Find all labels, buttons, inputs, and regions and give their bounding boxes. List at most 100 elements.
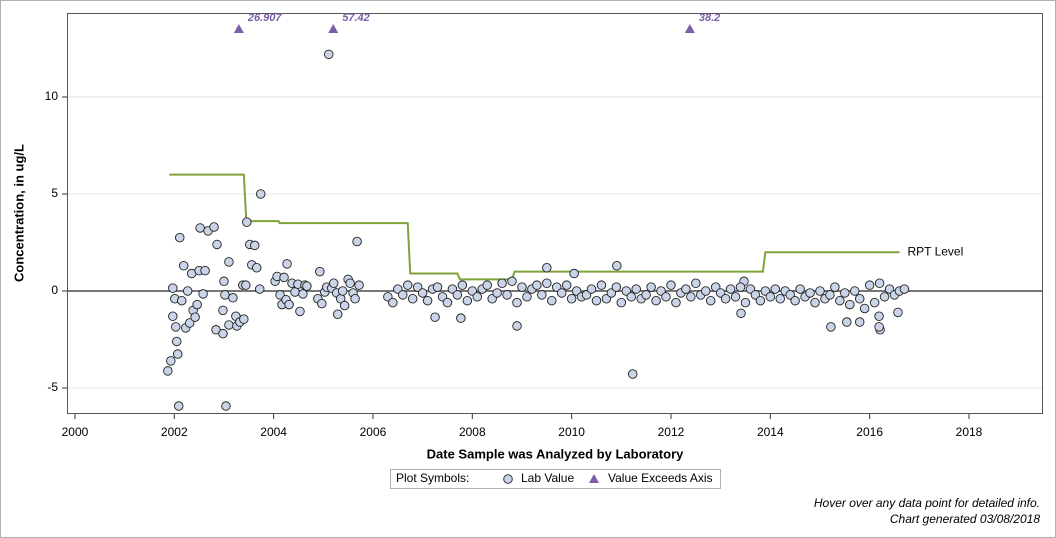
data-point: [352, 236, 362, 247]
data-point: [835, 295, 845, 306]
data-point: [192, 299, 202, 310]
data-point: [224, 257, 234, 267]
data-point: [482, 280, 492, 290]
data-point: [805, 288, 815, 298]
data-point: [646, 282, 656, 292]
data-point: [255, 189, 266, 199]
data-point: [542, 278, 552, 288]
data-point: [666, 280, 676, 290]
exceed-marker: [684, 24, 695, 33]
data-point: [569, 268, 579, 279]
data-point: [402, 280, 413, 290]
data-point: [178, 261, 189, 271]
data-point: [354, 280, 364, 290]
data-point: [770, 284, 781, 294]
data-point: [735, 282, 746, 292]
data-point: [324, 49, 334, 60]
data-point: [174, 232, 185, 243]
data-point: [176, 295, 187, 306]
x-tick-label: 2002: [161, 425, 188, 439]
data-point: [859, 303, 870, 314]
data-point: [874, 311, 884, 321]
data-point: [561, 280, 572, 290]
data-point: [661, 292, 671, 302]
data-point: [671, 297, 681, 308]
data-point: [242, 217, 252, 227]
data-point: [681, 284, 691, 294]
data-point: [736, 308, 746, 319]
data-point: [317, 298, 327, 309]
data-point: [241, 280, 251, 290]
data-point: [517, 282, 527, 292]
data-point: [190, 312, 200, 322]
data-point: [200, 265, 210, 276]
data-point: [765, 292, 776, 302]
data-point: [220, 290, 230, 300]
exceed-marker: [328, 24, 339, 33]
data-point: [616, 297, 627, 308]
data-point: [173, 349, 183, 359]
data-point: [417, 288, 428, 298]
data-point: [295, 306, 305, 317]
data-point: [163, 366, 173, 376]
data-point: [497, 278, 507, 288]
data-point: [641, 290, 651, 300]
data-point: [462, 295, 473, 306]
data-point: [725, 284, 736, 294]
data-point: [815, 286, 825, 296]
data-point: [168, 311, 178, 321]
data-point: [332, 309, 343, 320]
data-point: [219, 276, 229, 287]
data-point: [302, 281, 312, 291]
data-point: [512, 297, 522, 308]
data-point: [586, 284, 597, 294]
data-point: [879, 292, 890, 302]
data-point: [239, 314, 249, 324]
data-point: [182, 286, 193, 296]
data-point: [512, 321, 522, 331]
data-point: [507, 276, 517, 287]
data-point: [686, 292, 696, 302]
data-point: [350, 294, 360, 304]
data-point: [537, 290, 547, 300]
data-point: [422, 295, 433, 306]
exceed-label: 38.2: [699, 12, 720, 24]
data-point: [339, 300, 350, 311]
data-point: [611, 282, 622, 292]
x-tick-label: 2006: [360, 425, 387, 439]
data-point: [457, 280, 468, 290]
data-point: [730, 292, 741, 302]
data-point: [596, 280, 607, 290]
data-point: [542, 262, 552, 273]
legend-box: [390, 469, 721, 489]
data-point: [874, 322, 884, 332]
legend-label: Value Exceeds Axis: [608, 471, 713, 485]
x-tick-label: 2016: [856, 425, 883, 439]
data-point: [171, 322, 181, 332]
x-axis-title: Date Sample was Analyzed by Laboratory: [427, 446, 684, 461]
x-tick-label: 2008: [459, 425, 486, 439]
data-point: [556, 288, 567, 298]
data-point: [452, 290, 463, 300]
data-point: [168, 283, 178, 293]
data-point: [705, 295, 716, 306]
data-point: [691, 278, 701, 288]
data-point: [874, 278, 885, 288]
data-point: [522, 292, 532, 302]
x-tick-label: 2004: [260, 425, 287, 439]
data-point: [850, 286, 860, 296]
data-point: [869, 297, 880, 308]
data-point: [218, 328, 228, 339]
x-tick-label: 2000: [62, 425, 89, 439]
plot-frame: [67, 13, 1043, 414]
data-point: [830, 282, 840, 292]
data-point: [842, 317, 852, 327]
data-point: [430, 312, 440, 322]
data-point: [740, 297, 751, 308]
data-point: [432, 282, 443, 292]
data-point: [442, 297, 453, 308]
exceed-label: 57.42: [342, 12, 370, 24]
line-label: RPT Level: [907, 244, 963, 258]
